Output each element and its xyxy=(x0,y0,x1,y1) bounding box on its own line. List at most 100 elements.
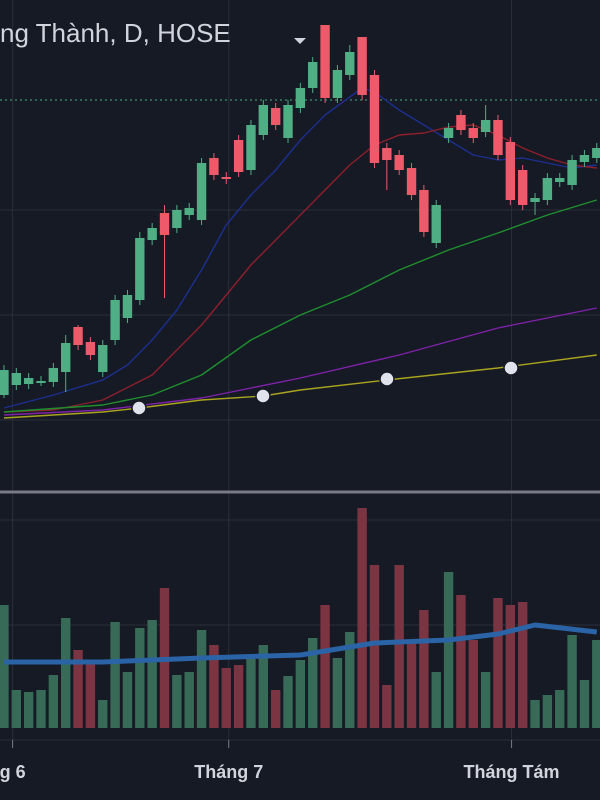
candle-body xyxy=(258,105,269,135)
candle-body xyxy=(11,373,21,385)
candle-body xyxy=(122,295,133,318)
x-tick-label: g 6 xyxy=(0,762,26,782)
volume-bar xyxy=(517,602,528,728)
volume-bar xyxy=(579,680,590,728)
candle-body xyxy=(0,370,9,395)
indicator-line xyxy=(3,307,597,416)
volume-bar xyxy=(357,508,367,728)
x-tick-label: Tháng Tám xyxy=(464,762,560,782)
event-marker[interactable] xyxy=(255,388,271,404)
volume-bar xyxy=(270,690,281,728)
volume-bar xyxy=(98,700,108,728)
volume-bar xyxy=(0,605,9,728)
candle-body xyxy=(505,142,516,200)
volume-bar xyxy=(48,675,59,728)
candle-body xyxy=(98,345,108,372)
volume-bar xyxy=(332,658,343,728)
candle-body xyxy=(567,160,577,185)
candle-body xyxy=(468,128,478,138)
volume-pane xyxy=(0,508,600,728)
candle-body xyxy=(172,210,182,228)
volume-bar xyxy=(406,640,417,728)
candle-body xyxy=(246,125,256,170)
candle-body xyxy=(308,62,318,88)
volume-bar xyxy=(246,655,256,728)
indicator-line xyxy=(3,87,597,409)
volume-bar xyxy=(345,632,355,728)
candle-body xyxy=(382,148,392,160)
volume-bar xyxy=(23,692,34,728)
volume-bar xyxy=(233,665,244,728)
volume-bar xyxy=(135,628,145,728)
candle-body xyxy=(221,177,231,179)
volume-bar xyxy=(505,605,516,728)
volume-bar xyxy=(530,700,540,728)
volume-bar xyxy=(308,638,318,728)
candle-body xyxy=(159,213,170,235)
volume-bar xyxy=(480,672,491,728)
candle-body xyxy=(406,168,417,195)
volume-bar xyxy=(110,622,120,728)
candle-body xyxy=(332,70,343,98)
candle-body xyxy=(295,88,306,108)
candle-body xyxy=(233,140,244,172)
volume-bar xyxy=(456,595,466,728)
event-marker[interactable] xyxy=(379,371,395,387)
candle-body xyxy=(357,37,367,95)
candle-body xyxy=(443,128,454,138)
indicator-line xyxy=(3,199,597,413)
volume-bar xyxy=(61,618,71,728)
volume-bar xyxy=(73,650,83,728)
candle-body xyxy=(419,190,429,232)
volume-bar xyxy=(369,565,380,728)
candle-body xyxy=(184,208,194,215)
candle-body xyxy=(85,342,96,355)
candle-body xyxy=(135,238,145,300)
event-marker[interactable] xyxy=(503,360,519,376)
volume-bar xyxy=(555,690,565,728)
candle-body xyxy=(61,343,71,372)
volume-bar xyxy=(542,695,553,728)
volume-bar xyxy=(468,640,478,728)
x-tick-label: Tháng 7 xyxy=(194,762,263,782)
volume-bar xyxy=(85,660,96,728)
volume-bar xyxy=(443,572,454,728)
candle-body xyxy=(147,228,157,240)
volume-bar xyxy=(320,605,330,728)
volume-bar xyxy=(209,645,219,728)
event-marker[interactable] xyxy=(131,400,147,416)
candle-body xyxy=(110,300,120,340)
candle-body xyxy=(73,327,83,345)
indicator-line xyxy=(3,622,598,665)
volume-bar xyxy=(147,620,157,728)
candle-body xyxy=(480,120,491,132)
volume-bar xyxy=(36,690,46,728)
candle-body xyxy=(542,178,553,200)
candle-body xyxy=(36,381,46,383)
candle-body xyxy=(320,25,330,98)
volume-bar xyxy=(419,610,429,728)
volume-bar xyxy=(295,660,306,728)
candle-body xyxy=(270,108,281,125)
candle-body xyxy=(345,52,355,75)
volume-bar xyxy=(172,675,182,728)
candle-body xyxy=(456,115,466,130)
volume-bar xyxy=(196,630,207,728)
volume-bar xyxy=(221,668,231,728)
candle-body xyxy=(209,158,219,175)
candle-body xyxy=(555,178,565,182)
candle-body xyxy=(592,148,600,158)
candle-body xyxy=(23,378,34,384)
candle-body xyxy=(530,198,540,202)
candle-body xyxy=(517,170,528,205)
candle-body xyxy=(394,155,404,170)
volume-bar xyxy=(431,672,441,728)
candle-body xyxy=(579,155,590,162)
chart-title[interactable]: ng Thành, D, HOSE xyxy=(0,18,231,48)
volume-bar xyxy=(122,672,133,728)
volume-bar xyxy=(258,645,269,728)
volume-bar xyxy=(382,685,392,728)
title-dropdown-caret[interactable] xyxy=(294,38,306,44)
candle-body xyxy=(283,105,293,138)
